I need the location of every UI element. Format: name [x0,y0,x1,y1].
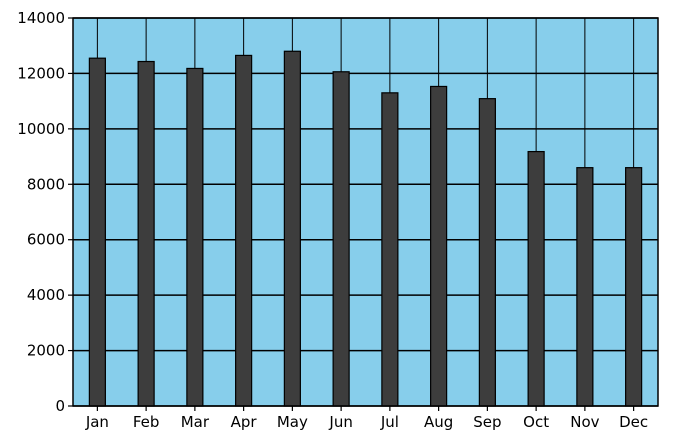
x-tick-label: Aug [424,413,453,431]
bar-dec [626,168,642,406]
bar-jun [333,72,349,406]
bar-jul [382,93,398,406]
bar-aug [431,86,447,406]
x-tick-label: Sep [473,413,501,431]
plot-area-background [73,18,658,406]
x-tick-label: Dec [619,413,648,431]
y-tick-label: 2000 [27,342,65,360]
bar-oct [528,152,544,406]
y-tick-label: 8000 [27,175,65,193]
y-tick-label: 10000 [17,120,65,138]
x-tick-label: Nov [570,413,599,431]
x-tick-label: Jan [85,413,109,431]
x-tick-label: Jun [328,413,352,431]
x-tick-label: Jul [380,413,399,431]
y-tick-label: 4000 [27,286,65,304]
x-tick-label: Mar [181,413,210,431]
x-tick-label: Oct [523,413,549,431]
bar-mar [187,68,203,406]
y-tick-label: 6000 [27,231,65,249]
y-tick-label: 12000 [17,64,65,82]
bar-jan [89,58,105,406]
y-axis-ticks: 0 2000 4000 6000 8000 10000 12000 14000 [17,9,73,415]
x-tick-label: Feb [133,413,160,431]
x-tick-label: May [277,413,308,431]
bar-sep [479,99,495,406]
y-tick-label: 0 [55,397,65,415]
bar-may [284,51,300,406]
x-tick-label: Apr [231,413,258,431]
y-tick-label: 14000 [17,9,65,27]
bar-feb [138,62,154,406]
bar-apr [236,55,252,406]
x-axis-ticks: Jan Feb Mar Apr May Jun Jul Aug Sep Oct Nov Dec [85,406,648,431]
bar-nov [577,168,593,406]
